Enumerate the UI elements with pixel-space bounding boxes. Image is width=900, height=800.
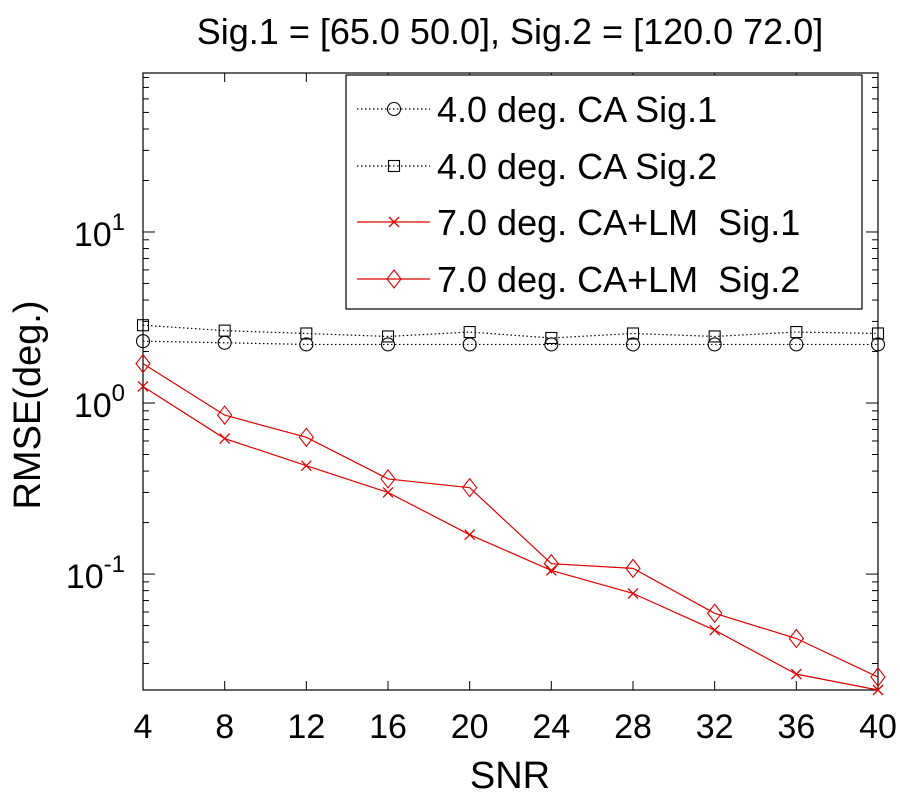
x-tick-label: 4 (134, 708, 153, 746)
data-point (706, 603, 723, 624)
legend-label: 7.0 deg. CA+LM Sig.1 (437, 202, 800, 243)
data-point (543, 553, 560, 574)
chart-title: Sig.1 = [65.0 50.0], Sig.2 = [120.0 72.0… (197, 11, 823, 52)
series-line (142, 324, 879, 339)
data-point (380, 337, 396, 352)
data-point (545, 331, 558, 345)
series-line (142, 385, 879, 691)
x-tick-label: 40 (859, 708, 897, 746)
x-tick-label: 36 (777, 708, 815, 746)
data-point (790, 325, 803, 339)
data-point (463, 325, 476, 339)
data-point (216, 405, 233, 425)
y-tick-base: 10 (74, 216, 112, 254)
y-tick-exponent: -1 (104, 551, 125, 578)
legend-label: 4.0 deg. CA Sig.2 (437, 146, 717, 187)
legend-label: 7.0 deg. CA+LM Sig.2 (437, 259, 800, 300)
legend-marker (388, 216, 400, 228)
data-point (462, 337, 477, 352)
data-point (707, 337, 722, 352)
legend: 4.0 deg. CA Sig.1 4.0 deg. CA Sig.2 7.0 de… (345, 74, 863, 310)
series-line (142, 340, 878, 346)
data-point (872, 684, 884, 696)
data-point (300, 327, 313, 340)
data-point (135, 353, 151, 374)
legend-marker (387, 159, 401, 173)
y-tick-label: 10-1 (66, 551, 125, 596)
series-4 (135, 353, 886, 687)
data-point (871, 327, 885, 340)
data-point (298, 427, 315, 448)
y-axis-title: RMSE(deg.) (7, 300, 49, 509)
y-tick-exponent: 0 (112, 380, 125, 407)
plot-frame (142, 72, 879, 691)
y-tick-exponent: 1 (112, 209, 125, 236)
legend-label: 4.0 deg. CA Sig.1 (437, 89, 717, 130)
data-point (464, 529, 476, 541)
data-point (461, 477, 478, 498)
series-2 (136, 319, 885, 345)
series-line (142, 363, 879, 678)
x-tick-label: 12 (287, 708, 325, 746)
x-tick-label: 28 (614, 708, 652, 746)
data-point (627, 588, 639, 599)
x-axis-title: SNR (470, 755, 550, 797)
data-point (870, 667, 886, 687)
legend-marker (386, 101, 402, 117)
series-3 (137, 380, 884, 696)
data-point (709, 624, 721, 636)
data-point (382, 486, 394, 498)
data-point (380, 469, 396, 489)
data-point (218, 324, 231, 337)
data-point (708, 330, 721, 343)
y-tick-label: 100 (74, 380, 125, 425)
y-tick-label: 101 (74, 209, 125, 254)
data-point (300, 460, 312, 472)
data-point (545, 564, 557, 576)
x-tick-label: 20 (451, 708, 489, 746)
data-point (135, 334, 151, 349)
data-point (790, 668, 802, 680)
data-point (219, 433, 231, 444)
legend-box (345, 74, 863, 310)
data-point (625, 337, 641, 352)
series-1 (135, 334, 886, 352)
data-point (625, 558, 641, 579)
y-tick-base: 10 (74, 387, 112, 425)
legend-marker (386, 269, 402, 289)
x-tick-label: 8 (215, 708, 234, 746)
data-point (381, 330, 395, 343)
data-point (626, 327, 640, 340)
data-point (137, 380, 149, 392)
x-tick-label: 16 (369, 708, 407, 746)
x-tick-label: 32 (696, 708, 734, 746)
data-point (870, 337, 886, 352)
data-point (788, 628, 805, 649)
data-point (136, 319, 150, 332)
y-tick-base: 10 (66, 558, 104, 596)
data-point (299, 337, 314, 352)
x-tick-label: 24 (532, 708, 570, 746)
